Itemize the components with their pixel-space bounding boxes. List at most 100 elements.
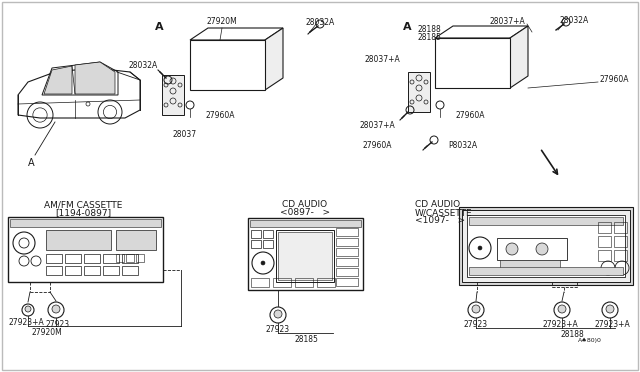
Text: A: A [28, 158, 35, 168]
Bar [469, 267, 623, 275]
Circle shape [506, 243, 518, 255]
Bar [190, 40, 265, 90]
Bar [116, 230, 156, 250]
Text: 28188: 28188 [418, 26, 442, 35]
Text: 28188: 28188 [560, 330, 584, 339]
Bar [614, 222, 627, 233]
Text: <1097-   >: <1097- > [415, 216, 465, 225]
Circle shape [468, 302, 484, 318]
Bar [263, 240, 273, 248]
Polygon shape [44, 66, 72, 94]
Text: <0897-   >: <0897- > [280, 208, 330, 217]
Text: 27923+A: 27923+A [8, 318, 44, 327]
Bar [251, 230, 261, 238]
Text: 28037: 28037 [173, 130, 197, 139]
Text: 27920M: 27920M [207, 17, 237, 26]
Bar [162, 75, 184, 115]
Bar [336, 238, 358, 246]
Text: 28185: 28185 [294, 335, 318, 344]
Bar [614, 236, 627, 247]
Text: 27923: 27923 [464, 320, 488, 329]
Text: AM/FM CASSETTE: AM/FM CASSETTE [44, 200, 122, 209]
Circle shape [274, 310, 282, 318]
Text: CD AUDIO: CD AUDIO [415, 200, 460, 209]
Circle shape [558, 305, 566, 313]
Text: 27923+A: 27923+A [542, 320, 578, 329]
Bar [336, 258, 358, 266]
Bar [336, 248, 358, 256]
Bar [8, 217, 163, 282]
Bar [65, 266, 81, 275]
Text: A♠80)0: A♠80)0 [578, 338, 602, 343]
Text: 27923: 27923 [46, 320, 70, 329]
Bar [273, 278, 291, 287]
Bar [116, 254, 124, 262]
Circle shape [602, 302, 618, 318]
Bar [467, 215, 625, 277]
Polygon shape [435, 26, 528, 38]
Bar [122, 254, 138, 263]
Bar [46, 254, 62, 263]
Bar [408, 72, 430, 112]
Text: 28032A: 28032A [129, 61, 158, 70]
Bar [497, 238, 567, 260]
Bar [598, 222, 611, 233]
Bar [46, 266, 62, 275]
Text: 28037+A: 28037+A [489, 17, 525, 26]
Circle shape [554, 302, 570, 318]
Bar [46, 230, 111, 250]
Bar [103, 254, 119, 263]
Bar [276, 230, 334, 282]
Circle shape [48, 302, 64, 318]
Bar [251, 240, 261, 248]
Bar [65, 254, 81, 263]
Bar [84, 266, 100, 275]
Text: 27923: 27923 [266, 325, 290, 334]
Text: 27960A: 27960A [600, 76, 630, 84]
Bar [10, 219, 161, 227]
Bar [126, 254, 134, 262]
Circle shape [52, 305, 60, 313]
Text: 28032A: 28032A [560, 16, 589, 25]
Text: A: A [403, 22, 412, 32]
Text: 27920M: 27920M [31, 328, 62, 337]
Text: 27960A: 27960A [205, 110, 234, 119]
Circle shape [478, 246, 482, 250]
Bar [598, 250, 611, 261]
Text: W/CASSETTE: W/CASSETTE [415, 208, 472, 217]
Bar [295, 278, 313, 287]
Text: A: A [155, 22, 164, 32]
Bar [263, 230, 273, 238]
Text: P8032A: P8032A [448, 141, 477, 150]
Bar [614, 250, 627, 261]
Text: [1194-0897]: [1194-0897] [55, 208, 111, 217]
Circle shape [25, 306, 31, 312]
Bar [462, 210, 630, 282]
Circle shape [270, 307, 286, 323]
Bar [278, 232, 332, 280]
Bar [435, 38, 510, 88]
Text: 28185: 28185 [418, 33, 442, 42]
Circle shape [472, 305, 480, 313]
Text: 27960A: 27960A [455, 110, 484, 119]
Bar [248, 218, 363, 290]
Text: 27923+A: 27923+A [594, 320, 630, 329]
Bar [336, 268, 358, 276]
Bar [336, 278, 358, 286]
Bar [336, 228, 358, 236]
Polygon shape [75, 62, 115, 94]
Polygon shape [190, 28, 283, 40]
Circle shape [22, 304, 34, 316]
Text: 28037+A: 28037+A [364, 55, 400, 64]
Bar [136, 254, 144, 262]
Circle shape [261, 261, 265, 265]
Bar [317, 278, 335, 287]
Bar [250, 220, 361, 227]
Circle shape [536, 243, 548, 255]
Bar [598, 236, 611, 247]
Bar [84, 254, 100, 263]
Polygon shape [265, 28, 283, 90]
Circle shape [606, 305, 614, 313]
Text: CD AUDIO: CD AUDIO [282, 200, 328, 209]
Text: 27960A: 27960A [362, 141, 392, 150]
